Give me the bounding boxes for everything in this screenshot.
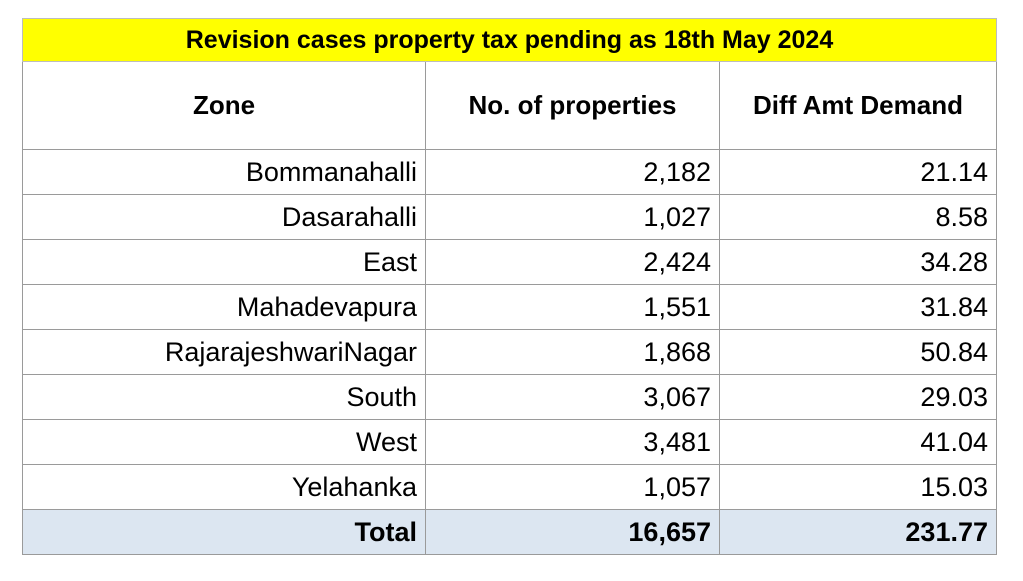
diff-cell: 8.58: [719, 194, 997, 240]
total-diff: 231.77: [719, 509, 997, 555]
zone-cell: Bommanahalli: [22, 149, 426, 195]
table-title: Revision cases property tax pending as 1…: [22, 18, 997, 62]
table-row: Dasarahalli 1,027 8.58: [22, 194, 997, 240]
header-zone: Zone: [22, 61, 426, 150]
diff-cell: 50.84: [719, 329, 997, 375]
properties-cell: 1,551: [425, 284, 720, 330]
zone-cell: West: [22, 419, 426, 465]
total-row: Total 16,657 231.77: [22, 509, 997, 555]
properties-cell: 2,424: [425, 239, 720, 285]
table-row: East 2,424 34.28: [22, 239, 997, 285]
table-row: Mahadevapura 1,551 31.84: [22, 284, 997, 330]
properties-cell: 1,868: [425, 329, 720, 375]
title-row: Revision cases property tax pending as 1…: [22, 18, 997, 62]
diff-cell: 15.03: [719, 464, 997, 510]
pending-cases-table: Revision cases property tax pending as 1…: [22, 18, 997, 555]
diff-cell: 41.04: [719, 419, 997, 465]
total-label: Total: [22, 509, 426, 555]
diff-cell: 31.84: [719, 284, 997, 330]
table-row: Bommanahalli 2,182 21.14: [22, 149, 997, 195]
diff-cell: 29.03: [719, 374, 997, 420]
diff-cell: 34.28: [719, 239, 997, 285]
properties-cell: 3,067: [425, 374, 720, 420]
table-row: Yelahanka 1,057 15.03: [22, 464, 997, 510]
zone-cell: Dasarahalli: [22, 194, 426, 240]
zone-cell: South: [22, 374, 426, 420]
properties-cell: 1,057: [425, 464, 720, 510]
table-row: South 3,067 29.03: [22, 374, 997, 420]
zone-cell: Yelahanka: [22, 464, 426, 510]
header-row: Zone No. of properties Diff Amt Demand: [22, 61, 997, 150]
header-properties: No. of properties: [425, 61, 720, 150]
zone-cell: RajarajeshwariNagar: [22, 329, 426, 375]
zone-cell: Mahadevapura: [22, 284, 426, 330]
properties-cell: 2,182: [425, 149, 720, 195]
total-properties: 16,657: [425, 509, 720, 555]
properties-cell: 3,481: [425, 419, 720, 465]
table-row: RajarajeshwariNagar 1,868 50.84: [22, 329, 997, 375]
diff-cell: 21.14: [719, 149, 997, 195]
properties-cell: 1,027: [425, 194, 720, 240]
header-diff-amt-demand: Diff Amt Demand: [719, 61, 997, 150]
table-row: West 3,481 41.04: [22, 419, 997, 465]
zone-cell: East: [22, 239, 426, 285]
